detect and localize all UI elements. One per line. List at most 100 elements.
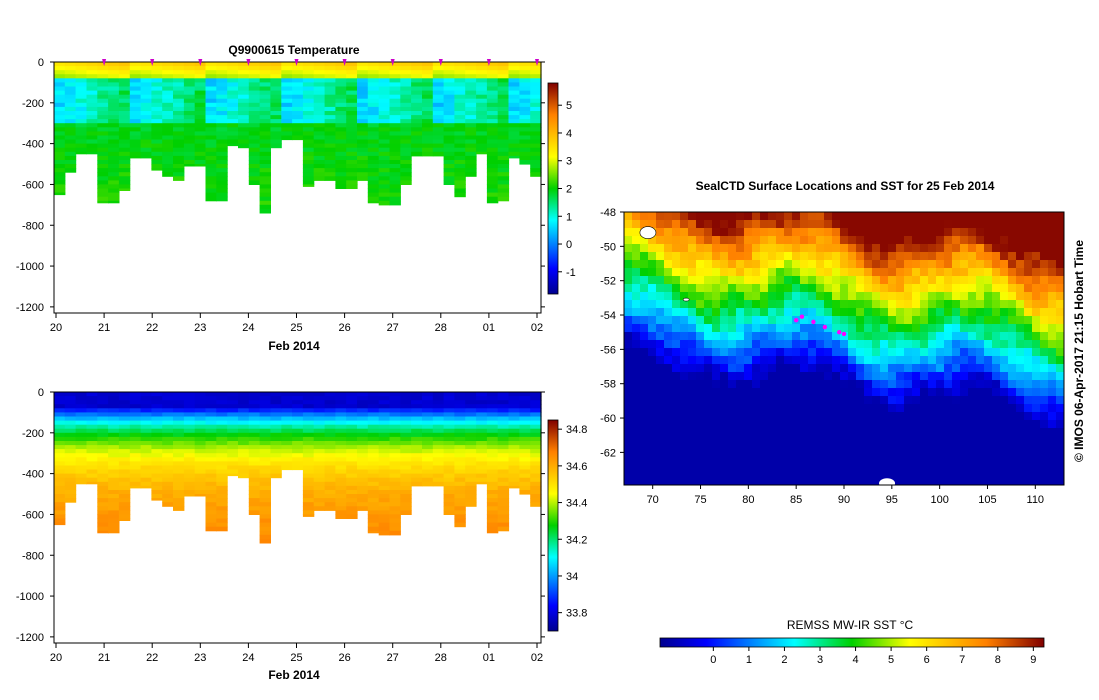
sst-cell <box>840 444 849 453</box>
sst-cell <box>912 380 921 389</box>
antarctic-ice <box>879 478 896 485</box>
section-cell <box>205 74 217 79</box>
section-cell <box>367 78 380 83</box>
sst-cell <box>848 276 857 285</box>
sst-cell <box>784 220 793 229</box>
section-cell <box>486 172 499 177</box>
sst-cell <box>736 300 745 309</box>
section-cell <box>248 490 261 495</box>
sst-cell <box>1048 380 1057 389</box>
section-cell <box>443 86 455 92</box>
sst-cell <box>1048 324 1057 333</box>
section-cell <box>335 102 347 108</box>
sst-cell <box>784 476 793 485</box>
sst-cell <box>688 332 697 341</box>
section-cell <box>400 98 412 104</box>
section-cell <box>259 404 271 409</box>
section-cell <box>454 457 466 462</box>
section-cell <box>400 510 412 515</box>
sst-cell <box>744 476 753 485</box>
sst-cell <box>664 284 673 293</box>
sst-cell <box>1056 396 1064 405</box>
sst-cell <box>952 412 961 421</box>
map-y-tick-label: -62 <box>600 447 616 459</box>
section-cell <box>302 176 315 181</box>
section-cell <box>443 445 455 450</box>
section-cell <box>497 498 510 503</box>
section-cell <box>216 441 228 446</box>
sst-cell <box>952 444 961 453</box>
section-cell <box>216 155 228 161</box>
section-cell <box>454 445 466 450</box>
sst-cell <box>920 444 929 453</box>
sst-cell <box>816 364 825 373</box>
section-cell <box>238 66 250 71</box>
section-cell <box>367 485 380 491</box>
section-cell <box>432 465 445 471</box>
section-cell <box>422 82 434 87</box>
section-cell <box>508 115 520 120</box>
section-cell <box>476 432 488 438</box>
sst-cell <box>1032 412 1041 421</box>
sst-cell <box>840 372 849 381</box>
sst-cell <box>936 444 945 453</box>
section-cell <box>108 155 120 161</box>
sst-cell <box>736 444 745 453</box>
section-cell <box>519 473 531 479</box>
section-cell <box>216 436 228 442</box>
section-cell <box>194 465 207 471</box>
sst-cell <box>744 316 753 325</box>
sst-cell <box>816 284 825 293</box>
section-cell <box>476 473 488 479</box>
sst-cell <box>656 316 665 325</box>
sst-cell <box>688 396 697 405</box>
sst-cell <box>712 252 721 261</box>
section-cell <box>335 485 347 491</box>
section-cell <box>411 106 423 112</box>
sst-cell <box>888 260 897 269</box>
section-cell <box>454 74 466 79</box>
section-cell <box>302 172 315 177</box>
section-cell <box>281 465 293 471</box>
section-cell <box>292 86 304 92</box>
section-cell <box>194 453 207 458</box>
sst-cell <box>704 332 713 341</box>
sst-cell <box>1032 332 1041 341</box>
sst-cell <box>952 308 961 317</box>
section-cell <box>378 428 391 434</box>
section-cell <box>530 408 542 413</box>
section-cell <box>432 106 445 112</box>
section-cell <box>54 66 66 71</box>
section-cell <box>476 131 488 136</box>
sst-cell <box>960 452 969 461</box>
section-cell <box>54 506 66 511</box>
section-cell <box>183 490 196 495</box>
section-cell <box>118 160 131 165</box>
sst-cell <box>896 292 905 301</box>
sst-cell <box>720 316 729 325</box>
section-cell <box>497 465 510 471</box>
y-tick-label: -800 <box>22 550 44 562</box>
section-cell <box>259 424 271 430</box>
sst-cell <box>696 468 705 477</box>
section-cell <box>86 396 98 401</box>
section-cell <box>411 90 423 96</box>
sst-cell <box>672 292 681 301</box>
sst-cell <box>840 404 849 413</box>
section-cell <box>118 416 131 422</box>
section-cell <box>302 436 315 442</box>
sst-cell <box>728 260 737 269</box>
section-cell <box>216 514 228 519</box>
sst-cell <box>888 276 897 285</box>
sst-cell <box>1000 468 1009 477</box>
section-cell <box>248 119 261 124</box>
section-cell <box>97 172 109 177</box>
sst-cell <box>1024 212 1033 221</box>
section-cell <box>465 449 477 454</box>
sst-cell <box>720 460 729 469</box>
sst-map-panel: SealCTD Surface Locations and SST for 25… <box>600 179 1086 666</box>
sst-cell <box>952 300 961 309</box>
section-cell <box>378 119 391 124</box>
sst-cell <box>944 292 953 301</box>
section-cell <box>205 412 217 417</box>
